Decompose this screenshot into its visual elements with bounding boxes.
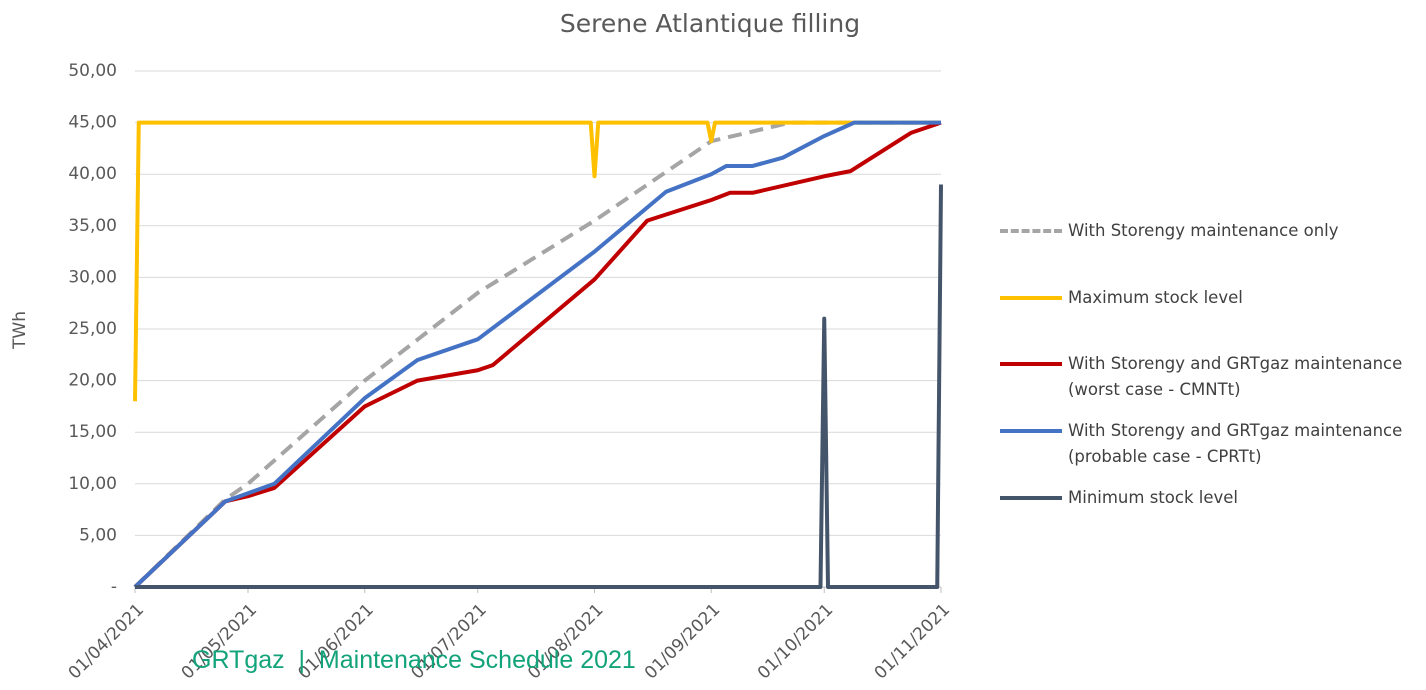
- legend-swatch: [1000, 429, 1062, 433]
- legend-label: With Storengy and GRTgaz maintenance (wo…: [1068, 354, 1403, 399]
- y-tick-label: 20,00: [68, 371, 117, 391]
- y-tick-label: 5,00: [79, 525, 117, 545]
- x-tick-label: 01/09/2021: [641, 600, 724, 683]
- legend-swatch: [1000, 296, 1062, 300]
- y-tick-label: 45,00: [68, 113, 117, 133]
- x-tick-label: 01/04/2021: [65, 600, 148, 683]
- legend-swatch: [1000, 229, 1062, 233]
- y-axis-label: TWh: [10, 311, 30, 350]
- x-tick-label: 01/11/2021: [871, 600, 954, 683]
- y-tick-label: 10,00: [68, 474, 117, 494]
- y-tick-label: 35,00: [68, 216, 117, 236]
- series-line: [133, 120, 941, 589]
- legend-label: Minimum stock level: [1068, 488, 1238, 507]
- legend-label: With Storengy maintenance only: [1068, 221, 1339, 240]
- legend-item: With Storengy maintenance only: [1000, 218, 1426, 244]
- legend-label: With Storengy and GRTgaz maintenance (pr…: [1068, 421, 1403, 466]
- legend-swatch: [1000, 496, 1062, 500]
- series-line: [133, 120, 942, 589]
- y-tick-label: 40,00: [68, 164, 117, 184]
- legend-label: Maximum stock level: [1068, 288, 1243, 307]
- legend-swatch: [1000, 362, 1062, 366]
- footer: GRTgaz | Maintenance Schedule 2021: [192, 646, 636, 674]
- y-tick-label: -: [111, 577, 117, 597]
- y-tick-label: 15,00: [68, 422, 117, 442]
- legend-item: Maximum stock level: [1000, 285, 1426, 311]
- series-line: [133, 120, 941, 589]
- legend-item: Minimum stock level: [1000, 485, 1426, 511]
- legend-item: With Storengy and GRTgaz maintenance (pr…: [1000, 418, 1426, 470]
- y-tick-label: 50,00: [68, 61, 117, 81]
- x-tick-label: 01/10/2021: [754, 600, 837, 683]
- chart-title: Serene Atlantique filling: [560, 9, 860, 38]
- series-line: [135, 184, 943, 589]
- legend-item: With Storengy and GRTgaz maintenance (wo…: [1000, 351, 1426, 403]
- series-line: [133, 120, 941, 402]
- y-tick-label: 30,00: [68, 267, 117, 287]
- y-tick-label: 25,00: [68, 319, 117, 339]
